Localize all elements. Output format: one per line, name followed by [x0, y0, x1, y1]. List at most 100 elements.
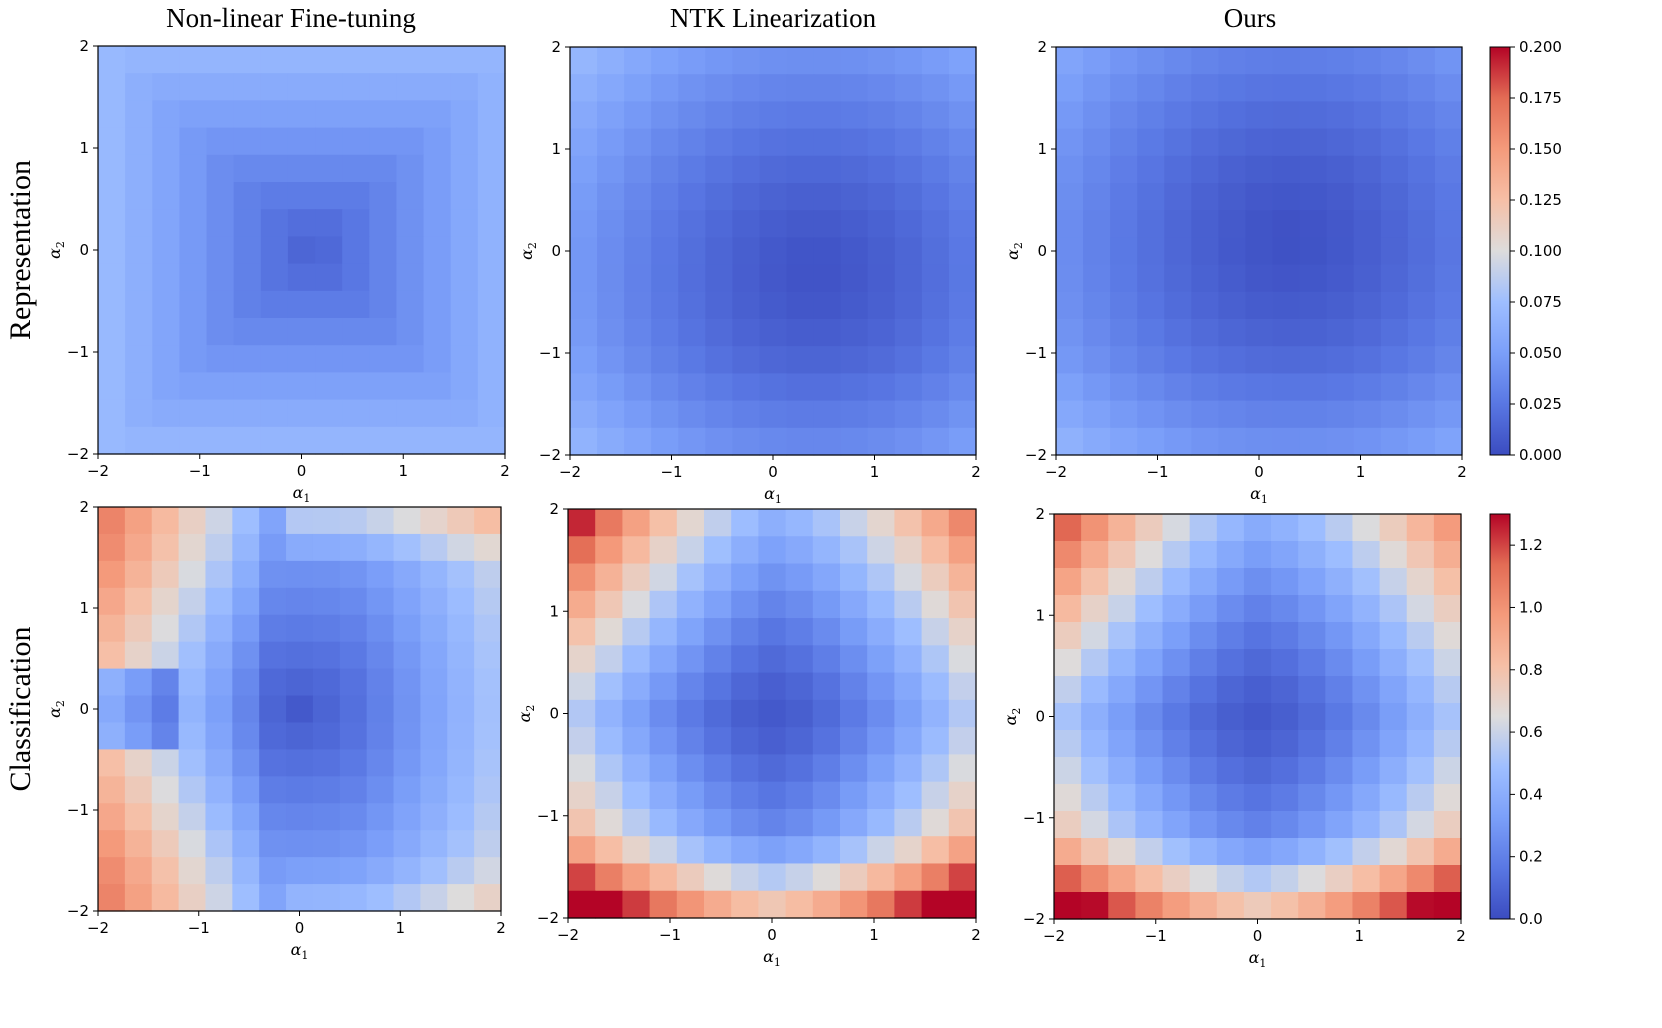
heatmap-cell: [447, 560, 475, 589]
heatmap-cell: [649, 781, 678, 810]
heatmap-cell: [867, 264, 896, 293]
row-title: Representation: [4, 160, 37, 340]
heatmap-cell: [1407, 101, 1436, 130]
colorbar-tick-label: 0.000: [1519, 446, 1562, 464]
heatmap-cell: [1272, 74, 1301, 102]
heatmap-cell: [125, 345, 153, 373]
heatmap-cell: [1380, 346, 1409, 374]
heatmap-cell: [624, 155, 652, 184]
heatmap-cell: [921, 563, 950, 592]
heatmap-cell: [732, 210, 761, 238]
heatmap-cell: [676, 536, 705, 565]
heatmap-cell: [233, 127, 262, 156]
heatmap-cell: [315, 290, 343, 319]
heatmap-cell: [731, 863, 759, 892]
heatmap-cell: [568, 754, 596, 783]
heatmap-cell: [704, 672, 732, 701]
heatmap-cell: [369, 263, 398, 292]
heatmap-cell: [894, 808, 923, 837]
heatmap-cell: [287, 345, 316, 373]
heatmap-cell: [286, 614, 314, 643]
heatmap-cell: [447, 533, 475, 562]
heatmap-cell: [315, 345, 343, 373]
heatmap-cell: [678, 210, 706, 238]
heatmap-cell: [178, 722, 207, 750]
heatmap-cell: [98, 857, 126, 885]
heatmap-cell: [98, 399, 126, 428]
heatmap-cell: [1162, 838, 1191, 866]
heatmap-cell: [622, 754, 651, 783]
heatmap-cell: [1352, 730, 1381, 758]
heatmap-cell: [1164, 291, 1192, 320]
heatmap-cell: [812, 590, 841, 619]
heatmap-cell: [1433, 892, 1462, 920]
heatmap-cell: [233, 73, 262, 101]
heatmap-cell: [676, 509, 705, 537]
heatmap-cell: [179, 372, 208, 401]
heatmap-cell: [1406, 784, 1435, 812]
heatmap-cell: [840, 509, 868, 537]
heatmap-cell: [423, 46, 452, 74]
heatmap-cell: [812, 863, 841, 892]
heatmap-cell: [624, 128, 652, 157]
heatmap-cell: [678, 183, 706, 211]
heatmap-cell: [948, 754, 977, 783]
heatmap-cell: [260, 46, 289, 74]
heatmap-cell: [759, 427, 788, 456]
heatmap-cell: [812, 672, 841, 701]
heatmap-cell: [651, 210, 679, 238]
heatmap-cell: [1272, 101, 1301, 130]
heatmap-cell: [1110, 210, 1138, 238]
y-axis-label: α2: [45, 700, 67, 718]
heatmap-cell: [921, 74, 950, 102]
heatmap-cell: [1406, 703, 1435, 731]
heatmap-cell: [1218, 74, 1247, 102]
x-tick-label: −2: [1045, 463, 1067, 481]
heatmap-cell: [1434, 291, 1463, 320]
heatmap-cell: [948, 291, 977, 320]
heatmap-cell: [312, 587, 341, 616]
heatmap-cell: [260, 399, 289, 428]
heatmap-cell: [178, 803, 207, 831]
heatmap-cell: [98, 803, 126, 831]
heatmap-cell: [447, 857, 475, 885]
heatmap-cell: [651, 291, 679, 320]
heatmap-cell: [649, 645, 678, 674]
heatmap-cell: [259, 803, 287, 831]
heatmap-cell: [125, 209, 153, 237]
heatmap-cell: [1325, 757, 1354, 785]
heatmap-cell: [1407, 128, 1436, 157]
heatmap-cell: [1271, 568, 1299, 596]
heatmap-cell: [1218, 47, 1247, 75]
heatmap-cell: [232, 560, 260, 589]
heatmap-cell: [758, 645, 787, 674]
heatmap-cell: [205, 722, 233, 750]
heatmap-cell: [731, 836, 759, 865]
heatmap-cell: [1056, 128, 1084, 157]
heatmap-cell: [894, 237, 923, 266]
heatmap-cell: [1353, 128, 1382, 157]
heatmap-cell: [758, 509, 787, 537]
heatmap-cell: [622, 645, 651, 674]
heatmap-cell: [1110, 291, 1138, 320]
heatmap-cell: [1162, 568, 1191, 596]
heatmap-cell: [477, 154, 506, 183]
heatmap-cell: [286, 749, 314, 777]
heatmap-cell: [595, 727, 623, 755]
heatmap-cell: [315, 426, 343, 455]
heatmap-cell: [921, 536, 950, 565]
heatmap-cell: [678, 47, 706, 75]
heatmap-cell: [1164, 319, 1192, 347]
heatmap-cell: [450, 100, 479, 129]
y-tick-label: 1: [79, 599, 89, 617]
heatmap-cell: [1326, 346, 1355, 374]
heatmap-cell: [233, 263, 262, 292]
heatmap-cell: [921, 754, 950, 783]
heatmap-cell: [1379, 811, 1408, 839]
heatmap-cell: [840, 618, 868, 646]
heatmap-cell: [597, 373, 625, 402]
heatmap-cell: [1162, 757, 1191, 785]
heatmap-cell: [205, 884, 233, 912]
y-tick-label: 1: [549, 602, 559, 620]
heatmap-cell: [1352, 514, 1381, 542]
